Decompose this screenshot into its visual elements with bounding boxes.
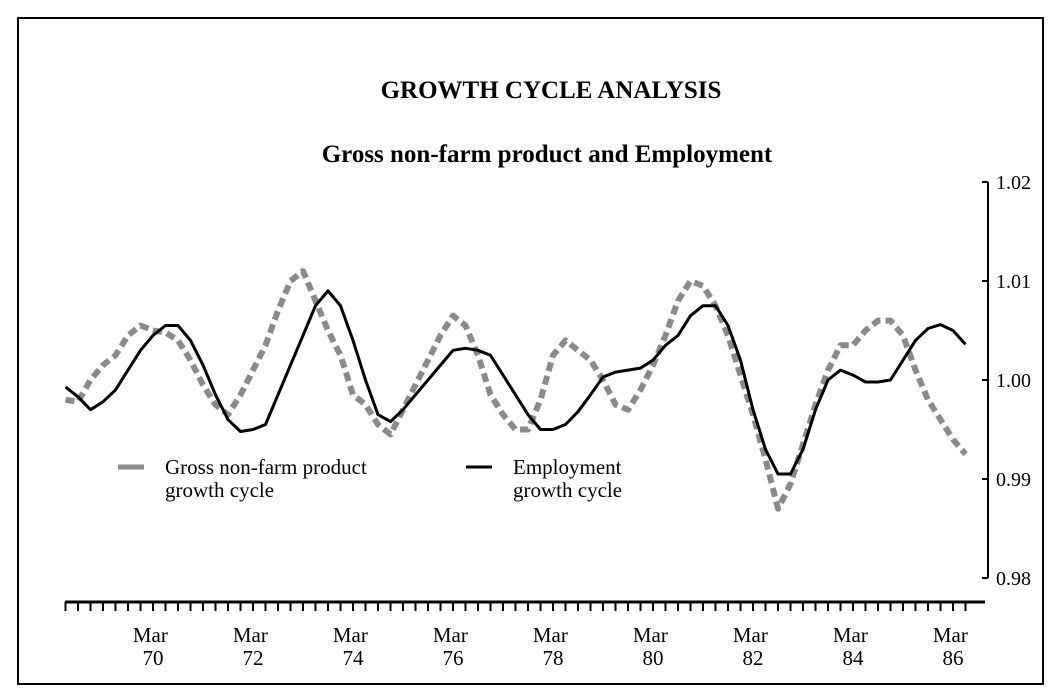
x-tick-label: Mar 74	[333, 623, 373, 670]
x-tick-label: Mar 70	[133, 623, 173, 670]
frame	[17, 17, 1044, 685]
x-tick-label: Mar 72	[233, 623, 273, 670]
legend-label: Employment growth cycle	[513, 455, 627, 502]
x-tick-label: Mar 80	[633, 623, 673, 670]
y-tick-label: 1.00	[996, 370, 1031, 392]
y-tick-label: 1.01	[996, 271, 1031, 293]
y-tick-label: 1.02	[996, 172, 1031, 194]
x-tick-label: Mar 84	[833, 623, 873, 670]
chart-subtitle: Gross non-farm product and Employment	[322, 141, 773, 168]
x-tick-label: Mar 86	[933, 623, 973, 670]
x-tick-label: Mar 82	[733, 623, 773, 670]
y-tick-label: 0.99	[996, 469, 1031, 491]
legend-label: Gross non-farm product growth cycle	[165, 455, 372, 502]
series-line	[64, 289, 967, 476]
x-tick-label: Mar 78	[533, 623, 573, 670]
x-tick-label: Mar 76	[433, 623, 473, 670]
chart-title: GROWTH CYCLE ANALYSIS	[381, 77, 722, 104]
series-line	[65, 268, 968, 512]
y-tick-label: 0.98	[996, 568, 1031, 590]
